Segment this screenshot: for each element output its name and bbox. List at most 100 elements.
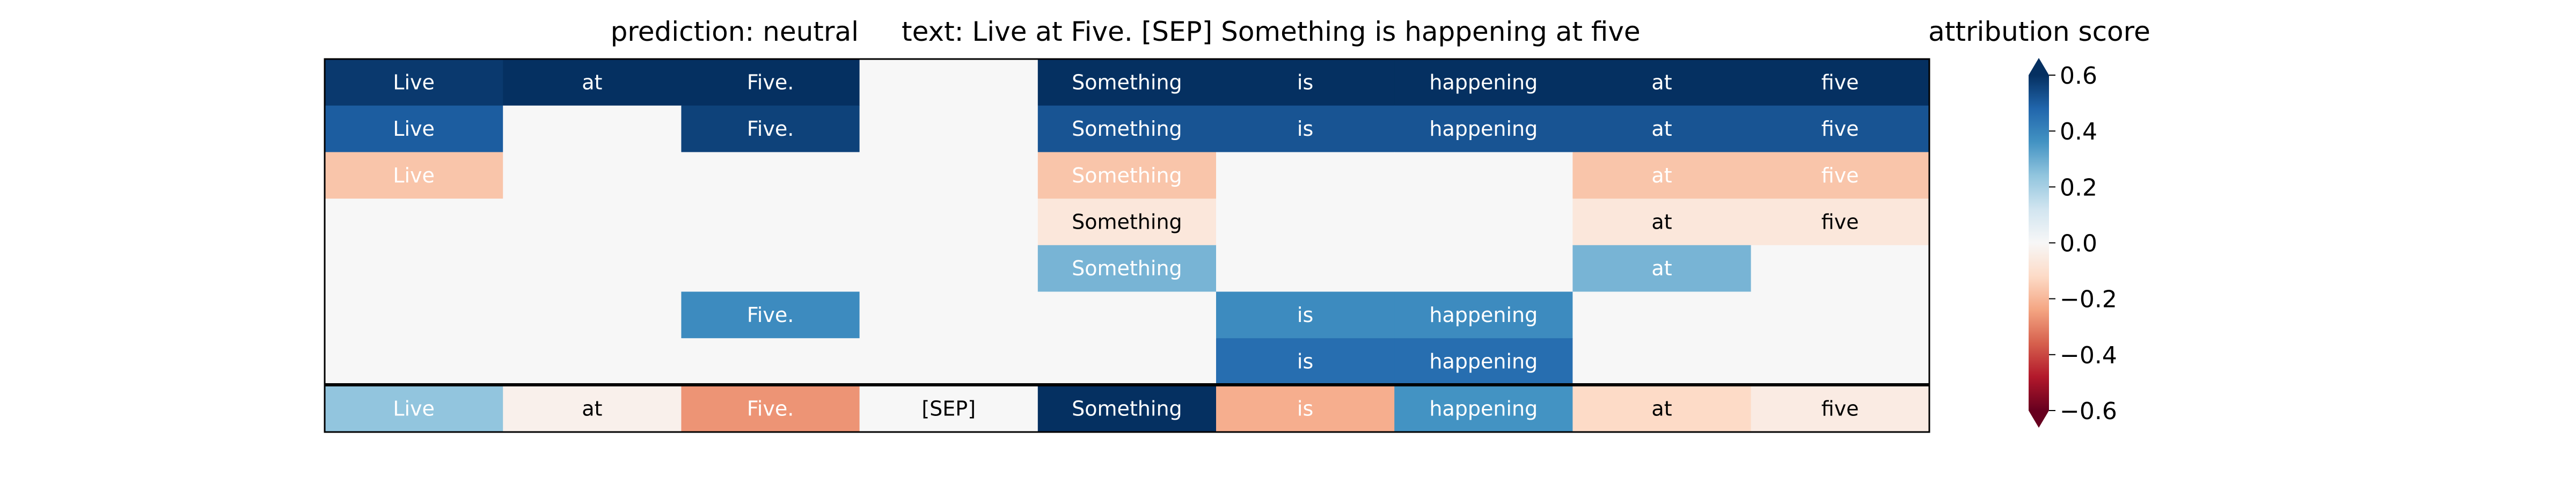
heatmap-cell xyxy=(503,59,682,106)
heatmap-cell xyxy=(1394,245,1573,292)
summary-token-label: is xyxy=(1297,397,1313,421)
heatmap-token-label: at xyxy=(1651,70,1672,94)
summary-token-label: at xyxy=(582,397,602,421)
heatmap-token-label: happening xyxy=(1429,117,1538,141)
heatmap-cell xyxy=(859,199,1038,246)
heatmap-token-label: at xyxy=(1651,257,1672,280)
heatmap-cell xyxy=(681,291,860,339)
heatmap-token-label: at xyxy=(1651,164,1672,187)
colorbar-tick-label: 0.0 xyxy=(2060,230,2097,258)
heatmap-token-label: happening xyxy=(1429,350,1538,374)
colorbar-tick-label: −0.6 xyxy=(2060,398,2117,425)
summary-cell xyxy=(1751,385,1930,433)
heatmap-cell xyxy=(1037,245,1217,292)
colorbar-ticks: 0.6 0.4 0.2 0.0 −0.2 −0.4 −0.6 xyxy=(2049,62,2117,425)
heatmap-cells xyxy=(325,59,1930,433)
heatmap-token-label: Something xyxy=(1072,210,1182,233)
heatmap-cell xyxy=(681,105,860,152)
heatmap-token-label: Something xyxy=(1072,70,1182,94)
heatmap-cell xyxy=(681,152,860,199)
heatmap-cell xyxy=(1751,291,1930,339)
heatmap-cell xyxy=(681,245,860,292)
heatmap-cell xyxy=(1216,338,1395,385)
heatmap-token-label: Live xyxy=(393,117,435,141)
heatmap-cell xyxy=(503,245,682,292)
heatmap-cell xyxy=(1751,199,1930,246)
heatmap-cell xyxy=(503,152,682,199)
heatmap-cell xyxy=(1037,105,1217,152)
heatmap-cell xyxy=(503,199,682,246)
summary-token-label: five xyxy=(1821,397,1859,421)
heatmap-cell xyxy=(1572,105,1752,152)
heatmap-token-label: Something xyxy=(1072,117,1182,141)
heatmap-token-label: is xyxy=(1297,350,1313,374)
heatmap-cell xyxy=(1216,291,1395,339)
heatmap-cell xyxy=(859,59,1038,106)
heatmap-token-label: five xyxy=(1821,117,1859,141)
heatmap-cell xyxy=(1216,199,1395,246)
summary-token-label: happening xyxy=(1429,397,1538,421)
heatmap-cell xyxy=(681,338,860,385)
summary-token-label: [SEP] xyxy=(921,397,976,421)
heatmap-token-label: five xyxy=(1821,70,1859,94)
heatmap-cell xyxy=(1751,59,1930,106)
summary-cell xyxy=(1572,385,1752,433)
heatmap-token-label: happening xyxy=(1429,70,1538,94)
summary-token-label: Five. xyxy=(747,397,794,421)
summary-token-label: Live xyxy=(393,397,435,421)
heatmap-cell xyxy=(1216,245,1395,292)
heatmap-cell xyxy=(1037,59,1217,106)
colorbar-bottom-extension xyxy=(2029,411,2049,428)
summary-cell xyxy=(503,385,682,433)
heatmap-cell xyxy=(1037,152,1217,199)
summary-token-label: at xyxy=(1651,397,1672,421)
summary-cell xyxy=(325,385,503,433)
heatmap-cell xyxy=(325,152,503,199)
heatmap-cell xyxy=(503,338,682,385)
heatmap-cell xyxy=(1037,199,1217,246)
heatmap-cell xyxy=(1572,245,1752,292)
heatmap-cell xyxy=(1572,291,1752,339)
heatmap-token-label: is xyxy=(1297,117,1313,141)
heatmap-token-label: five xyxy=(1821,210,1859,233)
heatmap-cell xyxy=(1394,152,1573,199)
heatmap-cell xyxy=(681,199,860,246)
heatmap-cell xyxy=(1394,199,1573,246)
heatmap-cell xyxy=(1037,291,1217,339)
heatmap-cell xyxy=(1037,338,1217,385)
heatmap-cell xyxy=(859,338,1038,385)
heatmap-cell xyxy=(1751,105,1930,152)
heatmap-cell xyxy=(859,152,1038,199)
heatmap-token-label: Five. xyxy=(747,70,794,94)
heatmap-cell xyxy=(1394,105,1573,152)
heatmap-cell xyxy=(1572,338,1752,385)
heatmap-token-label: Five. xyxy=(747,117,794,141)
heatmap-token-label: Live xyxy=(393,70,435,94)
heatmap-token-label: happening xyxy=(1429,303,1538,327)
summary-cell xyxy=(1394,385,1573,433)
heatmap-token-label: is xyxy=(1297,70,1313,94)
heatmap-token-label: is xyxy=(1297,303,1313,327)
heatmap-cell xyxy=(859,291,1038,339)
colorbar-top-extension xyxy=(2029,58,2049,75)
heatmap-token-label: Five. xyxy=(747,303,794,327)
heatmap-cell xyxy=(1572,199,1752,246)
colorbar-tick-label: 0.2 xyxy=(2060,174,2097,201)
heatmap-cell xyxy=(325,245,503,292)
heatmap-cell xyxy=(1751,245,1930,292)
heatmap-token-label: Live xyxy=(393,164,435,187)
heatmap-cell xyxy=(325,291,503,339)
heatmap-token-label: at xyxy=(582,70,602,94)
heatmap-token-label: five xyxy=(1821,164,1859,187)
colorbar-tick-label: −0.4 xyxy=(2060,342,2117,369)
heatmap-cell xyxy=(503,291,682,339)
summary-cell xyxy=(1216,385,1395,433)
heatmap-cell xyxy=(325,59,503,106)
prediction-title: prediction: neutral xyxy=(611,16,859,47)
summary-cell xyxy=(1037,385,1217,433)
colorbar-tick-label: 0.6 xyxy=(2060,62,2097,90)
text-title: text: Live at Five. [SEP] Something is h… xyxy=(902,16,1641,47)
heatmap-cell xyxy=(325,105,503,152)
heatmap-token-label: Something xyxy=(1072,164,1182,187)
